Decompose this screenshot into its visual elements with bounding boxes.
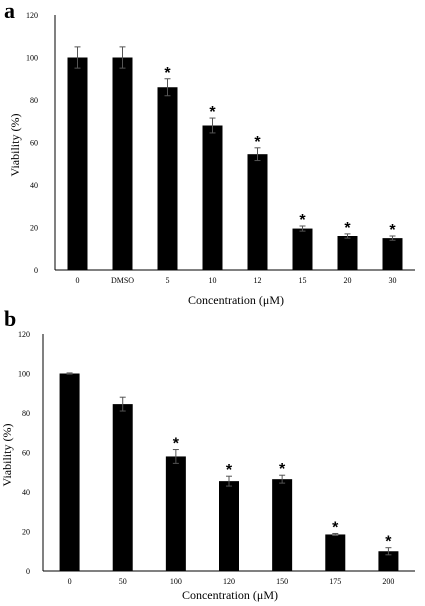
panel-b-error-bar: [279, 474, 286, 484]
panel-b-bars: [59, 373, 399, 571]
panel-a-significance-star: *: [389, 222, 396, 239]
panel-b-x-axis-label: Concentration (μM): [182, 588, 278, 602]
panel-a-x-tick-label: 12: [254, 276, 262, 285]
panel-b: b 0 20 40 60 80 100 120 * * * * * 0 50 100 120 150 175 2…: [0, 306, 415, 602]
panel-b-significance-star: *: [385, 534, 392, 551]
panel-a-y-tick-label: 40: [30, 181, 38, 190]
panel-a-error-bar: [74, 46, 81, 69]
panel-b-x-tick-label: 150: [276, 577, 288, 586]
panel-b-bar: [378, 551, 399, 571]
panel-b-y-tick-label: 20: [22, 528, 30, 537]
panel-b-significance-star: *: [279, 461, 286, 478]
panel-b-x-tick-label: 200: [382, 577, 394, 586]
panel-b-x-tick-label: 100: [170, 577, 182, 586]
panel-b-y-tick-label: 0: [26, 567, 30, 576]
panel-a-y-tick-label: 20: [30, 224, 38, 233]
panel-a-x-tick-label: DMSO: [111, 276, 134, 285]
panel-b-y-tick-label: 80: [22, 409, 30, 418]
panel-b-x-tick-label: 175: [329, 577, 341, 586]
panel-b-label: b: [4, 306, 16, 331]
panel-a-bar: [292, 228, 313, 270]
panel-a-y-ticks: 0 20 40 60 80 100 120: [26, 11, 38, 275]
panel-a-error-bar: [209, 117, 216, 134]
panel-b-bar: [272, 479, 293, 571]
panel-a-error-bar: [344, 233, 351, 239]
panel-a-bar: [157, 87, 178, 270]
panel-b-x-tick-label: 0: [68, 577, 72, 586]
panel-a-error-bar: [119, 46, 126, 69]
panel-a-bar: [112, 57, 133, 270]
panel-b-bar: [219, 481, 239, 571]
panel-a-y-tick-label: 0: [34, 266, 38, 275]
panel-b-y-tick-label: 100: [18, 370, 30, 379]
panel-a-error-bars: [74, 46, 396, 241]
panel-b-significance: * * * * *: [173, 436, 393, 551]
panel-a-significance: * * * * * *: [164, 65, 396, 239]
panel-a-x-axis-label: Concentration (μM): [188, 293, 284, 307]
panel-a-bar: [247, 154, 268, 270]
panel-a-error-bar: [299, 225, 306, 232]
panel-a-x-tick-label: 20: [344, 276, 352, 285]
panel-a-error-bar: [164, 78, 171, 97]
panel-b-significance-star: *: [173, 436, 180, 453]
panel-a-bar: [67, 57, 88, 270]
panel-b-x-tick-label: 120: [223, 577, 235, 586]
panel-a-bar: [337, 236, 358, 270]
panel-a-significance-star: *: [209, 104, 216, 121]
panel-b-bar: [112, 404, 133, 571]
panel-b-y-tick-label: 60: [22, 449, 30, 458]
panel-a-y-axis-label: Viability (%): [8, 114, 22, 177]
panel-b-bar: [59, 373, 80, 571]
panel-b-x-tick-label: 50: [119, 577, 127, 586]
panel-b-error-bar: [385, 547, 392, 556]
panel-b-error-bar: [332, 532, 339, 536]
panel-a-label: a: [4, 0, 15, 23]
panel-b-error-bar: [119, 396, 126, 412]
panel-b-y-tick-label: 40: [22, 488, 30, 497]
panel-a: a 0 20 40 60 80 100 120 * * * * * * 0 DMSO 5 10 12 15 20 3…: [4, 0, 415, 307]
panel-a-x-ticks: 0 DMSO 5 10 12 15 20 30: [76, 276, 397, 285]
panel-a-error-bar: [389, 235, 396, 241]
panel-b-y-ticks: 0 20 40 60 80 100 120: [18, 330, 30, 576]
panel-a-significance-star: *: [299, 212, 306, 229]
panel-b-significance-star: *: [332, 519, 339, 536]
panel-b-error-bar: [66, 372, 73, 375]
panel-a-significance-star: *: [344, 220, 351, 237]
panel-a-error-bar: [254, 147, 261, 162]
panel-a-y-tick-label: 80: [30, 96, 38, 105]
panel-a-x-tick-label: 0: [76, 276, 80, 285]
panel-a-bar: [382, 238, 403, 270]
panel-b-bar: [325, 534, 346, 571]
panel-a-bars: [67, 57, 403, 270]
panel-b-bar: [165, 456, 186, 571]
panel-a-x-tick-label: 10: [209, 276, 217, 285]
panel-b-y-axis-label: Viability (%): [0, 424, 14, 487]
panel-a-bar: [202, 125, 223, 270]
panel-b-x-ticks: 0 50 100 120 150 175 200: [68, 577, 395, 586]
panel-b-y-tick-label: 120: [18, 330, 30, 339]
panel-a-x-tick-label: 5: [166, 276, 170, 285]
panel-a-x-tick-label: 15: [299, 276, 307, 285]
panel-b-significance-star: *: [226, 462, 233, 479]
panel-a-significance-star: *: [164, 65, 171, 82]
panel-a-x-tick-label: 30: [389, 276, 397, 285]
panel-a-significance-star: *: [254, 134, 261, 151]
panel-a-y-tick-label: 100: [26, 54, 38, 63]
panel-b-error-bars: [66, 372, 392, 556]
panel-a-y-tick-label: 120: [26, 11, 38, 20]
panel-b-error-bar: [226, 475, 232, 487]
panel-a-y-tick-label: 60: [30, 139, 38, 148]
panel-b-error-bar: [172, 449, 179, 464]
